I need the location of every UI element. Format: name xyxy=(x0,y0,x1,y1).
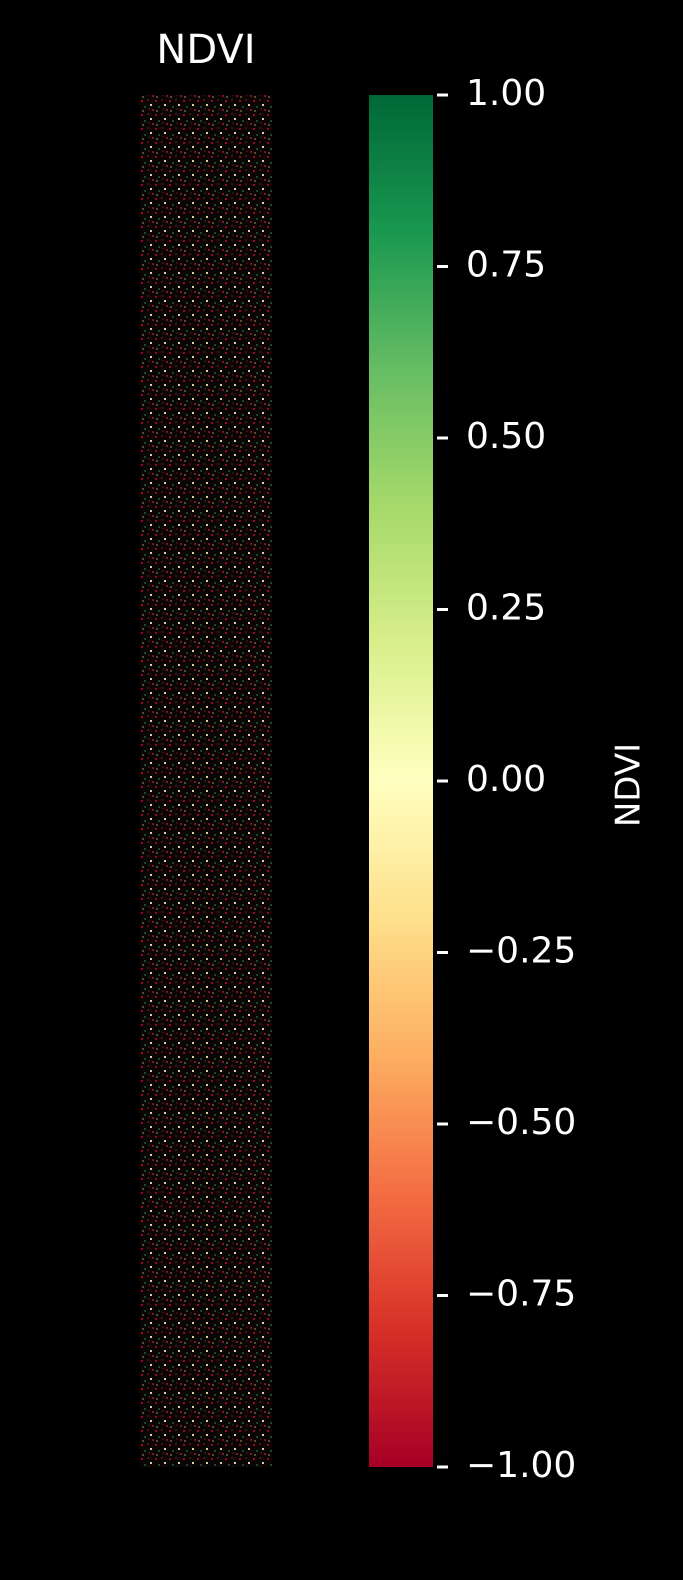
chart-title: NDVI xyxy=(156,27,255,73)
tick-label: 0.25 xyxy=(466,588,546,629)
tick-label: −0.25 xyxy=(466,931,576,972)
tick-label: 0.00 xyxy=(466,759,546,800)
tick-label: −0.50 xyxy=(466,1102,576,1143)
tick-label: 1.00 xyxy=(466,73,546,114)
colorbar-label: NDVI xyxy=(609,743,649,827)
colorbar xyxy=(369,95,433,1467)
tick-label: 0.50 xyxy=(466,416,546,457)
tick-label: 0.75 xyxy=(466,245,546,286)
tick-label: −0.75 xyxy=(466,1274,576,1315)
image-area xyxy=(140,95,272,1467)
tick-label: −1.00 xyxy=(466,1445,576,1486)
